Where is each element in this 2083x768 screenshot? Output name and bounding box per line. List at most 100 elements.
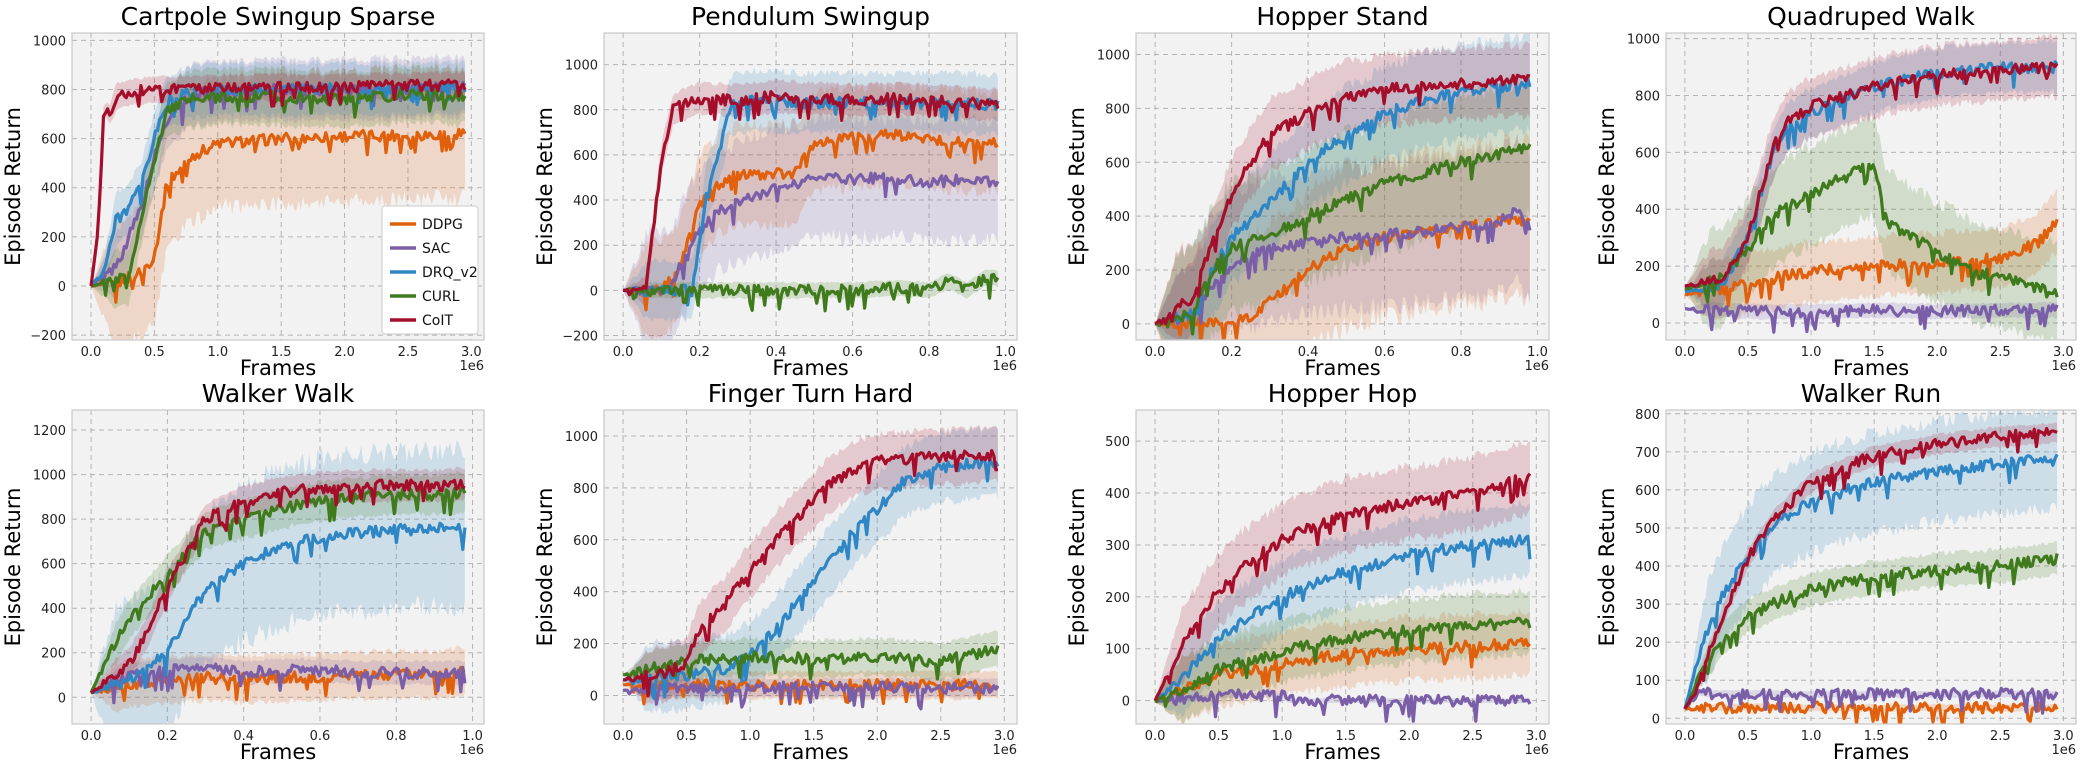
series-line-curl xyxy=(1684,162,2059,304)
series-line-sac xyxy=(622,171,1000,297)
y-tick-label: 1000 xyxy=(565,59,598,74)
y-axis-label: Episode Return xyxy=(533,488,557,647)
x-tick-label: 0.4 xyxy=(1298,345,1319,360)
x-tick-label: 2.0 xyxy=(867,729,888,744)
subplot-cartpole-swingup-sparse: 0.0 0.5 1.0 1.5 2.0 2.5 3.0 −200 0 200 400 600 800 10… xyxy=(1,2,485,380)
y-tick-label: 1000 xyxy=(33,34,66,49)
y-tick-label: 200 xyxy=(1105,264,1130,279)
y-tick-label: 400 xyxy=(1635,560,1660,575)
y-tick-label: 600 xyxy=(573,534,598,549)
x-tick-label: 1.0 xyxy=(995,345,1016,360)
x-axis-label: Frames xyxy=(1304,740,1380,764)
plot-frame xyxy=(1135,409,1550,725)
x-tick-label: 2.0 xyxy=(1927,345,1948,360)
x-tick-label: 1.0 xyxy=(1801,729,1822,744)
x-tick-label: 1.5 xyxy=(1335,729,1356,744)
band-drq-v2 xyxy=(623,425,998,715)
x-tick-label: 2.0 xyxy=(334,345,355,360)
y-tick-label: 600 xyxy=(573,149,598,164)
y-axis-label: Episode Return xyxy=(1065,488,1089,647)
x-tick-label: 0.0 xyxy=(613,729,634,744)
y-axis-label: Episode Return xyxy=(533,107,557,266)
data-layer xyxy=(1684,33,2059,340)
series-line-ddpg xyxy=(1684,218,2059,308)
data-layer xyxy=(1154,33,1532,340)
y-tick-label: 800 xyxy=(41,513,66,528)
x-tick-label: 0.0 xyxy=(613,345,634,360)
band-curl xyxy=(1684,541,2058,709)
y-tick-label: 800 xyxy=(573,104,598,119)
series-line-ddpg xyxy=(622,128,999,312)
x-scale-multiplier: 1e6 xyxy=(459,743,484,758)
band-drq-v2 xyxy=(91,439,465,724)
y-tick-label: 0 xyxy=(1122,695,1130,710)
x-scale-multiplier: 1e6 xyxy=(992,743,1017,758)
y-tick-label: 500 xyxy=(1635,522,1660,537)
x-tick-label: 0.0 xyxy=(81,345,102,360)
data-layer xyxy=(89,53,467,340)
legend-label-coit: CoIT xyxy=(422,313,453,329)
series-line-curl xyxy=(1683,553,2059,710)
y-tick-label: 1000 xyxy=(1097,49,1130,64)
band-sac xyxy=(623,111,998,340)
y-axis-label: Episode Return xyxy=(1065,107,1089,266)
x-tick-label: 1.5 xyxy=(1864,345,1885,360)
chart-title: Hopper Stand xyxy=(1256,2,1428,31)
chart-title: Walker Walk xyxy=(202,379,355,408)
legend-label-drq-v2: DRQ_v2 xyxy=(422,265,478,281)
subplot-walker-run: 0.0 0.5 1.0 1.5 2.0 2.5 3.0 0 100 200 300 400 500 600… xyxy=(1595,379,2077,764)
x-scale-multiplier: 1e6 xyxy=(1524,743,1549,758)
band-curl xyxy=(1684,111,2058,340)
x-tick-label: 3.0 xyxy=(1526,729,1547,744)
x-tick-label: 2.5 xyxy=(398,345,419,360)
x-tick-label: 0.0 xyxy=(1145,345,1166,360)
y-tick-label: 1000 xyxy=(1627,33,1660,48)
y-tick-label: 200 xyxy=(1635,260,1660,275)
x-axis-label: Frames xyxy=(1833,740,1909,764)
x-tick-label: 0.0 xyxy=(1675,345,1696,360)
x-axis-label: Frames xyxy=(240,356,316,380)
y-tick-label: 800 xyxy=(1635,408,1660,423)
chart-title: Walker Run xyxy=(1801,379,1942,408)
y-tick-label: 0 xyxy=(1652,712,1660,727)
data-layer xyxy=(1683,410,2059,724)
data-layer xyxy=(622,424,1000,715)
y-tick-label: 1000 xyxy=(33,469,66,484)
series-line-sac xyxy=(90,662,467,705)
x-tick-label: 0.0 xyxy=(81,729,102,744)
y-tick-label: 0 xyxy=(1122,318,1130,333)
series-line-curl xyxy=(90,87,467,297)
x-tick-label: 0.5 xyxy=(144,345,165,360)
x-axis-label: Frames xyxy=(1833,356,1909,380)
y-tick-label: 400 xyxy=(1105,487,1130,502)
y-tick-label: 500 xyxy=(1105,435,1130,450)
y-tick-label: 200 xyxy=(573,239,598,254)
x-tick-label: 1.0 xyxy=(1801,345,1822,360)
plot-frame xyxy=(603,409,1018,725)
x-tick-label: 0.4 xyxy=(233,729,254,744)
series-line-coit xyxy=(1153,472,1532,702)
x-tick-label: 1.5 xyxy=(271,345,292,360)
y-tick-label: 400 xyxy=(41,182,66,197)
x-tick-label: 2.0 xyxy=(1399,729,1420,744)
data-layer xyxy=(1153,439,1532,724)
y-tick-label: 200 xyxy=(41,231,66,246)
y-axis-label: Episode Return xyxy=(1,488,25,647)
series-line-coit xyxy=(1684,61,2059,288)
chart-title: Finger Turn Hard xyxy=(708,379,914,408)
x-tick-label: 0.5 xyxy=(1738,345,1759,360)
series-line-coit xyxy=(623,449,999,698)
x-axis-label: Frames xyxy=(772,740,848,764)
y-tick-label: 600 xyxy=(1105,156,1130,171)
y-tick-label: 800 xyxy=(41,83,66,98)
chart-title: Hopper Hop xyxy=(1268,379,1417,408)
subplot-finger-turn-hard: 0.0 0.5 1.0 1.5 2.0 2.5 3.0 0 200 400 600 800 1000 1e… xyxy=(533,379,1018,764)
plot-frame xyxy=(1665,409,2077,725)
y-axis-label: Episode Return xyxy=(1,107,25,266)
legend-label-sac: SAC xyxy=(422,241,450,257)
y-tick-label: 200 xyxy=(1635,636,1660,651)
band-coit xyxy=(1155,439,1530,701)
legend: DDPG SAC DRQ_v2 CURL CoIT xyxy=(381,205,479,335)
x-tick-label: 0.6 xyxy=(842,345,863,360)
